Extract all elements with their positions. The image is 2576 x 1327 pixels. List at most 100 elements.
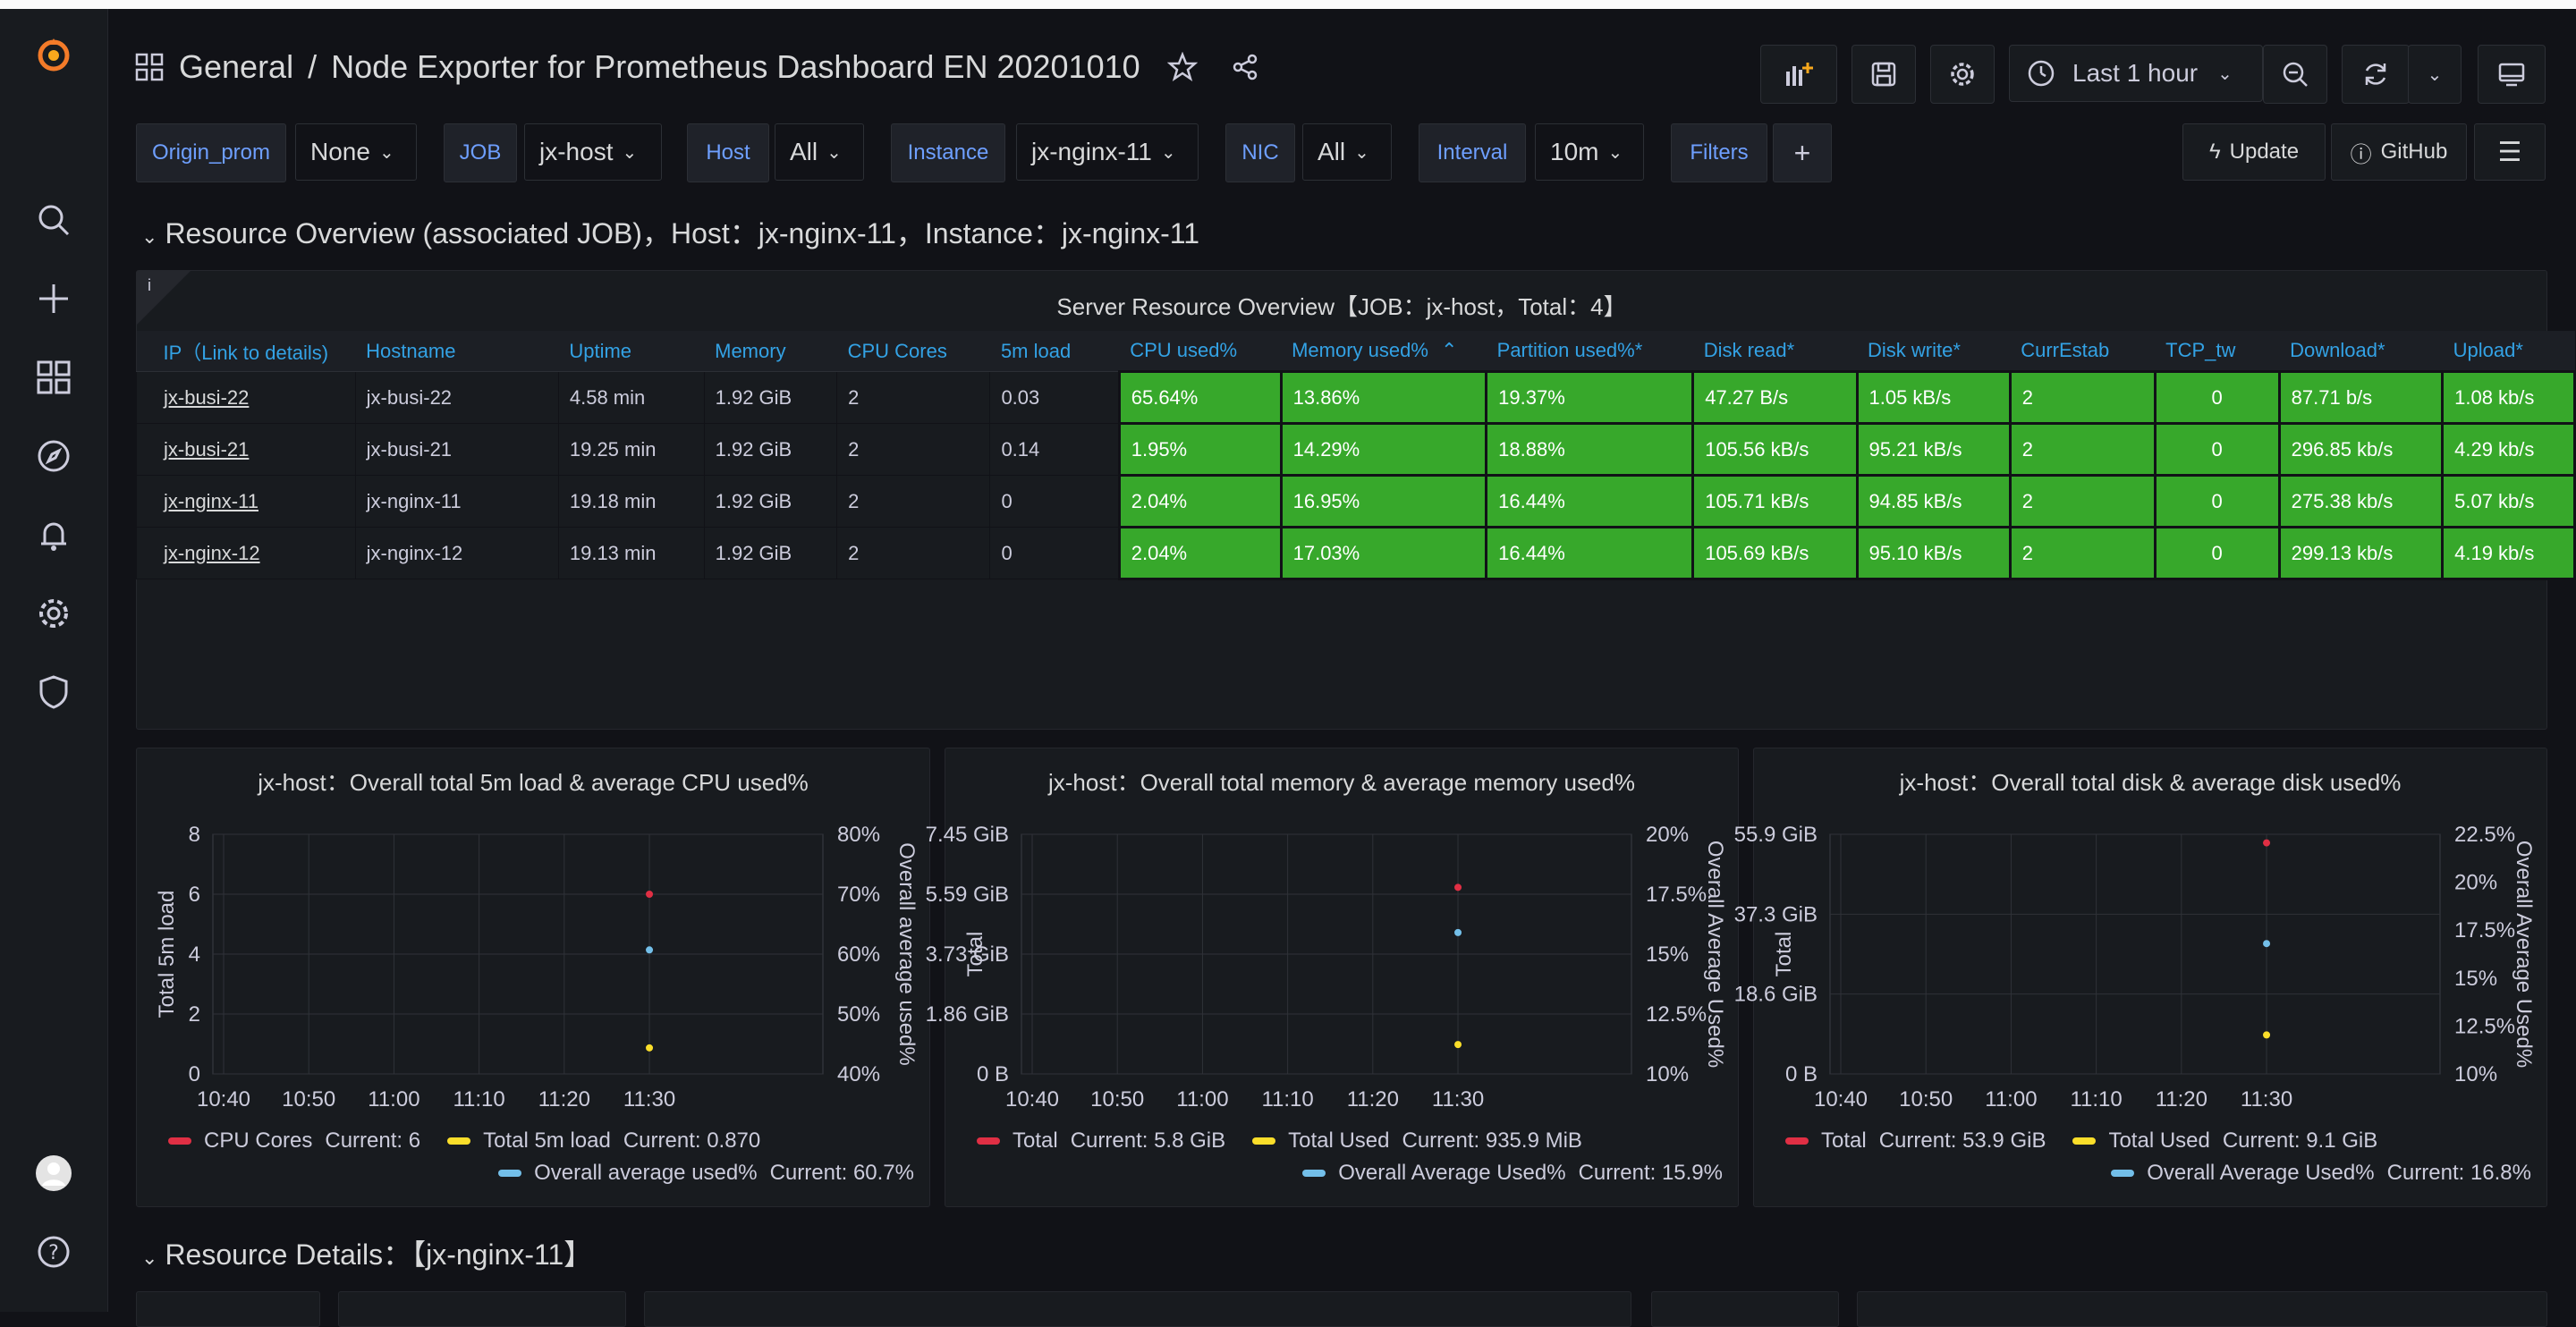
- panel-title[interactable]: Server Resource Overview【JOB：jx-host，Tot…: [1056, 293, 1627, 320]
- github-link-button[interactable]: ⓘ GitHub: [2331, 123, 2467, 181]
- column-header[interactable]: Uptime: [558, 331, 705, 372]
- shield-icon[interactable]: [27, 665, 80, 719]
- panel-info-corner[interactable]: [137, 271, 191, 325]
- share-icon[interactable]: [1230, 52, 1260, 82]
- question-circle-icon: ⓘ: [2350, 142, 2372, 167]
- column-header[interactable]: Disk read*: [1692, 331, 1857, 372]
- variable-select-instance[interactable]: jx-nginx-11 ⌄: [1016, 123, 1199, 181]
- grafana-logo-icon[interactable]: [27, 29, 80, 82]
- y2-tick-label: 70%: [837, 883, 880, 907]
- row-resource-details[interactable]: ⌄ Resource Details：【jx-nginx-11】: [141, 1232, 592, 1273]
- host-detail-link[interactable]: jx-busi-21: [136, 423, 356, 476]
- column-header[interactable]: Download*: [2279, 331, 2443, 372]
- column-header[interactable]: TCP_tw: [2155, 331, 2280, 372]
- time-range-picker[interactable]: Last 1 hour ⌄: [2009, 45, 2263, 102]
- row-title: Resource Details：【jx-nginx-11】: [165, 1238, 593, 1271]
- column-header[interactable]: Memory used% ⌃: [1281, 331, 1487, 372]
- variable-select-host[interactable]: All ⌄: [775, 123, 864, 181]
- legend-current-value: Current: 935.9 MiB: [1402, 1128, 1582, 1153]
- dashboards-icon[interactable]: [27, 351, 80, 404]
- table-row: jx-busi-22 jx-busi-22 4.58 min 1.92 GiB 2 0.0…: [136, 370, 2576, 425]
- data-point-overall-average-used-[interactable]: [1454, 928, 1462, 936]
- table-cell: jx-nginx-11: [354, 475, 559, 528]
- dashboard-settings-button[interactable]: [1930, 45, 1995, 104]
- y2-tick-label: 80%: [837, 823, 880, 847]
- star-icon[interactable]: [1166, 52, 1198, 82]
- chart-title[interactable]: jx-host：Overall total 5m load & average …: [258, 769, 809, 796]
- table-cell: 2: [2008, 422, 2157, 477]
- chart-title[interactable]: jx-host：Overall total disk & average dis…: [1899, 769, 2402, 796]
- legend-item[interactable]: Overall average used% Current: 60.7%: [498, 1161, 914, 1186]
- update-link-button[interactable]: ϟ Update: [2182, 123, 2326, 181]
- table-cell: 1.05 kB/s: [1855, 370, 2012, 425]
- legend-item[interactable]: Overall Average Used% Current: 16.8%: [2111, 1161, 2531, 1186]
- add-filter-button[interactable]: +: [1773, 123, 1832, 182]
- bolt-icon: ϟ: [2208, 139, 2221, 164]
- alerting-bell-icon[interactable]: [27, 508, 80, 562]
- dashboard-title[interactable]: Node Exporter for Prometheus Dashboard E…: [331, 48, 1140, 85]
- data-point-total[interactable]: [2263, 839, 2271, 847]
- legend-item[interactable]: Total 5m load Current: 0.870: [447, 1128, 760, 1154]
- data-point-total-used[interactable]: [1454, 1041, 1462, 1049]
- table-cell: 87.71 b/s: [2277, 370, 2445, 425]
- help-icon[interactable]: ?: [27, 1225, 80, 1279]
- avatar[interactable]: [27, 1146, 80, 1200]
- column-header[interactable]: Disk write*: [1857, 331, 2011, 372]
- chart-panel-memory: jx-host：Overall total memory & average m…: [945, 748, 1739, 1207]
- column-header[interactable]: 5m load: [989, 331, 1120, 372]
- host-detail-link[interactable]: jx-busi-22: [136, 371, 356, 424]
- gear-icon[interactable]: [27, 587, 80, 640]
- x-tick-label: 11:20: [1347, 1087, 1399, 1111]
- data-point-total-5m-load[interactable]: [646, 1044, 654, 1052]
- legend-item[interactable]: Total Current: 53.9 GiB: [1785, 1128, 2046, 1154]
- refresh-button[interactable]: [2342, 45, 2410, 104]
- x-tick-label: 11:30: [623, 1087, 675, 1111]
- data-point-cpu-cores[interactable]: [646, 891, 654, 898]
- data-point-total[interactable]: [1454, 883, 1462, 892]
- legend-series-name: Total Used: [2108, 1128, 2210, 1153]
- variable-select-interval[interactable]: 10m ⌄: [1535, 123, 1644, 181]
- data-point-total-used[interactable]: [2263, 1031, 2271, 1039]
- variable-select-nic[interactable]: All ⌄: [1302, 123, 1392, 181]
- search-icon[interactable]: [27, 193, 80, 247]
- column-header[interactable]: Memory: [704, 331, 837, 372]
- column-header[interactable]: CPU Cores: [836, 331, 990, 372]
- data-point-overall-average-used-[interactable]: [2263, 940, 2271, 948]
- plus-icon[interactable]: [27, 272, 80, 325]
- legend-series-name: Overall Average Used%: [2147, 1161, 2375, 1185]
- table-cell: 65.64%: [1117, 370, 1283, 425]
- legend-item[interactable]: Total Used Current: 935.9 MiB: [1252, 1128, 1582, 1154]
- save-dashboard-button[interactable]: [1852, 45, 1916, 104]
- table-cell: 13.86%: [1279, 370, 1488, 425]
- tv-mode-button[interactable]: [2478, 45, 2546, 104]
- row-resource-overview[interactable]: ⌄ Resource Overview (associated JOB)，Host…: [141, 211, 1199, 252]
- table-cell: 1.92 GiB: [703, 527, 838, 579]
- y-tick-label: 4: [189, 942, 200, 967]
- legend-current-value: Current: 15.9%: [1578, 1161, 1723, 1185]
- legend-current-value: Current: 9.1 GiB: [2222, 1128, 2378, 1153]
- variable-select-origin-prom[interactable]: None ⌄: [295, 123, 417, 181]
- x-tick-label: 11:20: [2156, 1087, 2207, 1111]
- info-icon[interactable]: i: [148, 276, 151, 294]
- column-header[interactable]: Hostname: [355, 331, 559, 372]
- detail-panel-partial: [136, 1291, 320, 1327]
- variable-select-job[interactable]: jx-host ⌄: [524, 123, 662, 181]
- y2-tick-label: 17.5%: [2454, 918, 2515, 942]
- legend-swatch: [977, 1137, 1000, 1145]
- data-point-overall-average-used-[interactable]: [646, 946, 654, 954]
- column-header[interactable]: Upload*: [2442, 331, 2575, 372]
- menu-hamburger-icon[interactable]: ☰: [2474, 123, 2546, 181]
- chart-title[interactable]: jx-host：Overall total memory & average m…: [1047, 769, 1635, 796]
- legend-item[interactable]: Total Current: 5.8 GiB: [977, 1128, 1225, 1154]
- legend-item[interactable]: Overall Average Used% Current: 15.9%: [1302, 1161, 1723, 1186]
- breadcrumb-folder[interactable]: General: [179, 48, 294, 85]
- legend-item[interactable]: CPU Cores Current: 6: [168, 1128, 420, 1154]
- explore-compass-icon[interactable]: [27, 429, 80, 483]
- host-detail-link[interactable]: jx-nginx-12: [136, 527, 356, 579]
- zoom-out-button[interactable]: [2263, 45, 2327, 104]
- column-header[interactable]: CurrEstab: [2010, 331, 2156, 372]
- legend-item[interactable]: Total Used Current: 9.1 GiB: [2072, 1128, 2377, 1154]
- add-panel-button[interactable]: [1760, 45, 1837, 104]
- column-header[interactable]: CPU used%: [1119, 331, 1282, 372]
- refresh-interval-dropdown[interactable]: ⌄: [2408, 45, 2462, 104]
